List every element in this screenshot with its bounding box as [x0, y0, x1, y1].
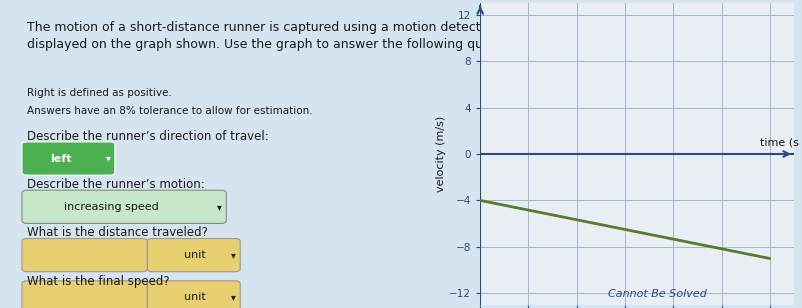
- Text: unit: unit: [184, 250, 206, 260]
- Text: ▾: ▾: [106, 153, 111, 164]
- Text: increasing speed: increasing speed: [63, 202, 159, 212]
- Text: What is the distance traveled?: What is the distance traveled?: [26, 226, 208, 239]
- Text: ▾: ▾: [217, 202, 222, 212]
- FancyBboxPatch shape: [22, 142, 115, 175]
- Text: Right is defined as positive.: Right is defined as positive.: [26, 87, 172, 98]
- Text: ▾: ▾: [231, 250, 236, 260]
- Text: left: left: [50, 153, 71, 164]
- Text: ▾: ▾: [231, 292, 236, 302]
- Y-axis label: velocity (m/s): velocity (m/s): [436, 116, 447, 192]
- FancyBboxPatch shape: [148, 281, 241, 308]
- Text: Describe the runner’s direction of travel:: Describe the runner’s direction of trave…: [26, 130, 269, 143]
- FancyBboxPatch shape: [148, 238, 241, 272]
- Text: The motion of a short-distance runner is captured using a motion detector and
di: The motion of a short-distance runner is…: [26, 21, 531, 51]
- Text: Cannot Be Solved: Cannot Be Solved: [608, 289, 707, 299]
- FancyBboxPatch shape: [22, 238, 148, 272]
- Text: time (s: time (s: [760, 137, 799, 147]
- FancyBboxPatch shape: [22, 190, 226, 223]
- Text: unit: unit: [184, 292, 206, 302]
- Text: What is the final speed?: What is the final speed?: [26, 275, 169, 288]
- Text: Answers have an 8% tolerance to allow for estimation.: Answers have an 8% tolerance to allow fo…: [26, 106, 312, 116]
- FancyBboxPatch shape: [22, 281, 148, 308]
- Text: Describe the runner’s motion:: Describe the runner’s motion:: [26, 178, 205, 191]
